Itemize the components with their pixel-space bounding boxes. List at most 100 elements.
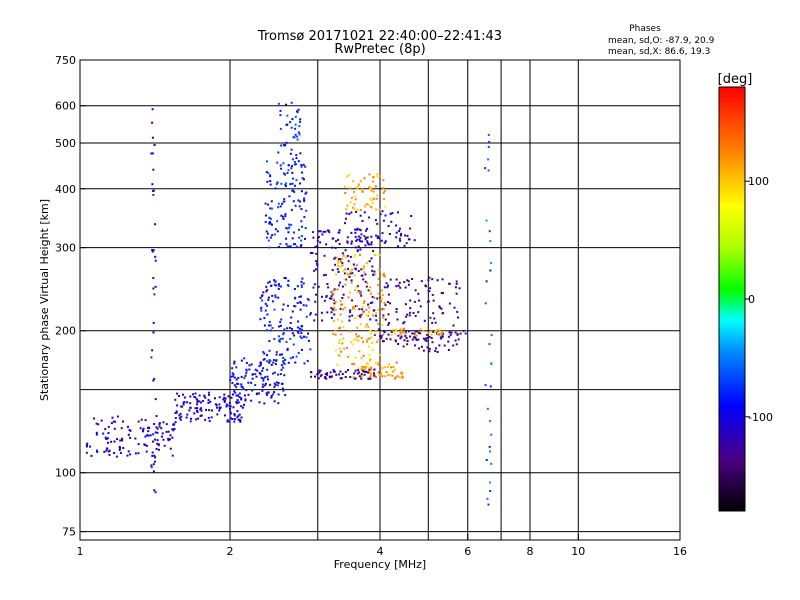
data-point	[380, 239, 383, 242]
data-point	[299, 329, 302, 332]
data-point	[371, 265, 374, 268]
data-point	[432, 330, 435, 333]
data-point	[353, 196, 356, 198]
data-point	[110, 440, 113, 443]
data-point	[237, 418, 240, 421]
data-point	[356, 326, 359, 329]
data-point	[182, 393, 184, 396]
data-point	[315, 293, 317, 296]
data-point	[332, 333, 335, 336]
data-point	[411, 278, 414, 280]
data-point	[345, 208, 348, 211]
data-point	[229, 405, 232, 408]
data-point	[359, 253, 361, 256]
data-point	[107, 432, 110, 434]
data-point	[340, 260, 342, 263]
data-point	[382, 187, 385, 190]
data-point	[365, 323, 368, 326]
chart-title-line1: Tromsø 20171021 22:40:00–22:41:43	[257, 29, 502, 44]
data-point	[370, 332, 373, 335]
data-point	[371, 301, 374, 304]
data-point	[269, 217, 272, 220]
data-point	[198, 400, 201, 403]
data-point	[372, 180, 375, 183]
data-point	[383, 331, 386, 334]
data-point	[152, 440, 155, 443]
data-point	[268, 361, 271, 364]
data-point	[258, 365, 261, 368]
data-point	[194, 407, 197, 410]
data-point	[365, 261, 368, 264]
data-point	[369, 286, 372, 289]
data-point	[274, 187, 277, 190]
data-point	[388, 363, 391, 366]
data-point	[301, 171, 304, 174]
data-point	[381, 340, 384, 343]
data-point	[275, 353, 278, 356]
data-point	[376, 297, 379, 300]
data-point	[414, 289, 417, 292]
data-point	[299, 182, 301, 185]
data-point	[375, 314, 377, 317]
data-point	[355, 333, 358, 336]
data-point	[267, 378, 269, 381]
data-point	[304, 237, 306, 240]
data-point	[304, 165, 307, 168]
data-point	[302, 304, 305, 307]
data-point	[395, 224, 397, 227]
data-point	[282, 333, 285, 336]
data-point	[339, 377, 342, 380]
data-point	[349, 187, 351, 190]
data-point	[296, 326, 299, 329]
data-point	[316, 244, 319, 247]
data-point	[341, 320, 344, 323]
data-point	[389, 278, 392, 281]
data-point	[456, 333, 459, 336]
colorbar-tick-label: 0	[748, 293, 755, 306]
data-point	[431, 278, 434, 281]
data-point	[301, 348, 303, 351]
data-point	[235, 394, 238, 397]
data-point	[352, 180, 355, 183]
data-point	[326, 372, 329, 375]
data-point	[238, 396, 241, 399]
data-point	[395, 231, 398, 234]
data-point	[183, 396, 186, 399]
data-point	[259, 296, 262, 299]
data-point	[377, 363, 380, 366]
data-point	[457, 338, 460, 341]
data-point	[263, 384, 266, 387]
data-point	[376, 175, 379, 178]
data-point	[151, 183, 154, 186]
data-point	[319, 230, 322, 233]
data-point	[157, 448, 160, 451]
data-point	[440, 307, 443, 310]
data-point	[264, 376, 267, 379]
data-point	[437, 332, 439, 334]
data-point	[286, 114, 289, 117]
data-point	[293, 334, 296, 337]
data-point	[106, 447, 109, 450]
data-point	[258, 372, 261, 374]
data-point	[301, 328, 303, 331]
data-point	[267, 281, 269, 284]
data-point	[272, 359, 275, 361]
data-point	[452, 344, 455, 347]
data-point	[110, 422, 113, 425]
data-point	[360, 268, 363, 271]
data-point	[259, 362, 262, 365]
data-point	[197, 417, 200, 420]
data-point	[351, 299, 353, 302]
data-point	[259, 363, 262, 366]
data-point	[113, 427, 116, 430]
data-point	[397, 284, 400, 287]
data-point	[369, 377, 372, 380]
data-point	[429, 316, 432, 319]
data-point	[154, 456, 157, 459]
data-point	[397, 334, 400, 337]
data-point	[228, 420, 231, 423]
data-point	[281, 202, 284, 205]
data-point	[156, 431, 159, 434]
data-point	[195, 418, 198, 421]
data-point	[280, 285, 282, 288]
